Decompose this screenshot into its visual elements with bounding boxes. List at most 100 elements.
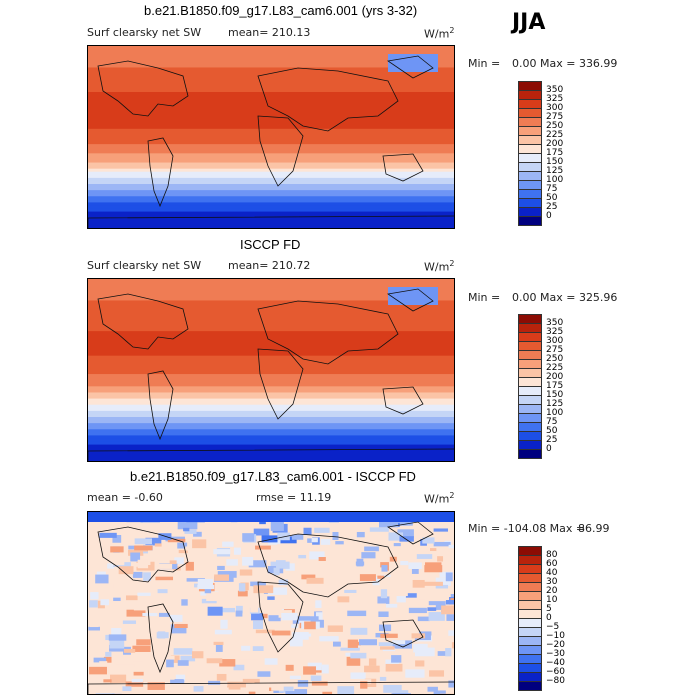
diff-cell [405,593,417,598]
panel3-map-field [88,512,454,695]
lat-band [88,199,454,203]
diff-cell [428,612,445,621]
diff-cell [112,534,122,543]
diff-cell [311,681,328,686]
diff-cell [271,630,291,636]
diff-cell [291,534,304,540]
colorbar-tick-label: −20 [546,640,565,650]
lat-band [88,223,454,228]
lat-band [88,315,454,320]
lat-band [88,208,454,213]
diff-cell [451,642,454,649]
colorbar-tick-label: −40 [546,658,565,668]
colorbar-tick-label: 50 [546,426,558,436]
lat-band [88,343,454,347]
diff-cell [269,556,285,563]
colorbar-tick-label: 100 [546,175,564,185]
lat-band [88,450,454,455]
diff-cell [416,554,433,559]
diff-cell [306,577,324,584]
diff-cell [250,604,259,613]
lat-band [88,377,454,381]
diff-cell [193,686,204,692]
diff-cell [158,612,170,617]
coastline-path [257,533,399,598]
diff-cell [170,614,183,622]
diff-cell [196,640,214,650]
lat-band [88,309,454,314]
colorbar-tick-label: 0 [546,444,552,454]
lat-band [88,386,454,390]
diff-cell [372,576,380,586]
diff-cell [433,528,449,532]
diff-cell [378,624,392,632]
diff-cell [320,538,331,545]
diff-cell [337,686,355,694]
lat-band [88,55,454,59]
panel1-map-field [88,46,454,228]
lat-band [88,134,454,139]
lat-band [88,110,454,114]
diff-cell [427,607,437,611]
colorbar-tick-label: 10 [546,595,558,605]
diff-cell [235,651,244,656]
diff-cell [298,616,319,621]
lat-band [88,279,454,283]
panel2-mean-label: mean= 210.72 [228,259,311,272]
diff-cell [201,598,217,604]
colorbar-tick-label: −30 [546,649,565,659]
colorbar-tick-label: 5 [546,604,552,614]
lat-band [88,141,454,145]
diff-cell [281,612,298,621]
colorbar-tick-label: 125 [546,399,564,409]
diff-cell [409,600,418,605]
coastline-path [257,115,304,187]
diff-cell [273,651,291,661]
diff-cell [427,686,438,692]
lat-band [88,303,454,308]
diff-cell [383,576,401,581]
diff-cell [136,639,151,646]
lat-band [88,79,454,84]
diff-cell [321,664,329,674]
lat-band [88,367,454,372]
diff-cell [315,612,323,620]
diff-cell [220,619,228,629]
diff-cell [106,603,119,608]
lat-band [88,340,454,344]
diff-cell [273,567,280,576]
diff-cell [110,546,124,553]
diff-cell [248,560,267,568]
diff-cell [292,632,309,640]
colorbar-tick-label: 175 [546,381,564,391]
coastline-path [257,348,304,420]
diff-cell [346,614,358,623]
diff-cell [95,693,115,694]
diff-cell [235,610,243,617]
colorbar-tick-label: 25 [546,435,558,445]
diff-cell [306,694,325,695]
diff-cell [356,531,365,538]
lat-band [88,58,454,62]
lat-band [88,92,454,96]
diff-cell [239,569,253,576]
diff-cell [118,566,134,575]
colorbar-tick-label: 200 [546,139,564,149]
diff-cell [239,659,258,664]
diff-cell [149,546,162,555]
lat-band [88,220,454,225]
colorbar-tick-label: −60 [546,667,565,677]
colorbar-tick-label: 75 [546,417,558,427]
diff-cell [252,646,264,651]
diff-cell [131,679,143,683]
diff-cell [242,678,260,684]
diff-cell [379,646,395,650]
diff-cell [377,596,390,605]
colorbar-tick-label: 150 [546,390,564,400]
lat-band [88,61,454,65]
diff-cell [93,657,107,663]
lat-band [88,150,454,154]
lat-band [88,420,454,424]
lat-band [88,404,454,409]
diff-cell [174,623,188,629]
